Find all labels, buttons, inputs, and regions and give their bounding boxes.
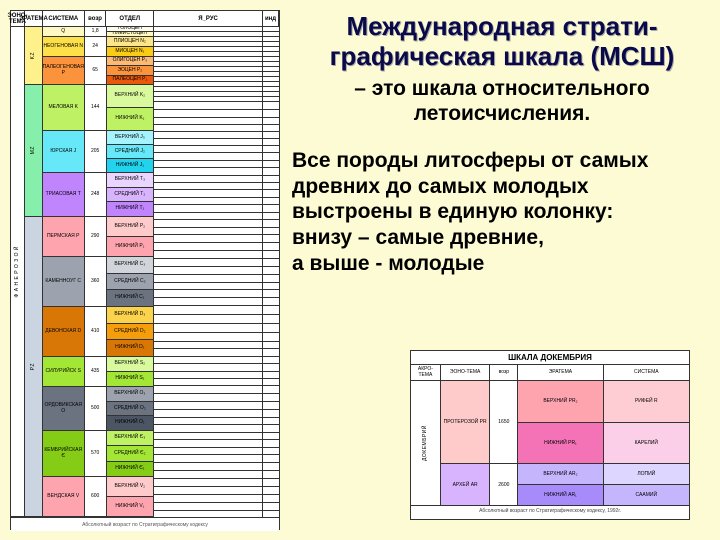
- slide-text: Международная страти-графическая шкала (…: [292, 12, 712, 276]
- slide-title: Международная страти-графическая шкала (…: [292, 12, 712, 72]
- small-table-footer: Абсолютный возраст по Стратиграфическому…: [411, 506, 689, 516]
- precambrian-table: ШКАЛА ДОКЕМБРИЯ АКРО-ТЕМАДОКЕМБРИЙЭОНО-Т…: [410, 350, 690, 520]
- slide-subtitle: – это шкала относительного летоисчислени…: [292, 76, 712, 126]
- small-table-body: АКРО-ТЕМАДОКЕМБРИЙЭОНО-ТЕМАПРОТЕРОЗОЙ PR…: [411, 364, 689, 506]
- chart-header: ЭОНО-ТЕМАЭРАТЕМАСИСТЕМАвозрОТДЕЛЯ_РУСинд: [11, 11, 279, 27]
- small-table-title: ШКАЛА ДОКЕМБРИЯ: [411, 351, 689, 364]
- stratigraphic-chart: ЭОНО-ТЕМАЭРАТЕМАСИСТЕМАвозрОТДЕЛЯ_РУСинд…: [10, 10, 280, 530]
- slide-body: Все породы литосферы от самых древних до…: [292, 148, 712, 276]
- chart-body: Ф А Н Е Р О З О ЙKZMZPZQНЕОГЕНОВАЯ NПАЛЕ…: [11, 27, 279, 517]
- chart-footer: Абсолютный возраст по Стратиграфическому…: [11, 517, 279, 531]
